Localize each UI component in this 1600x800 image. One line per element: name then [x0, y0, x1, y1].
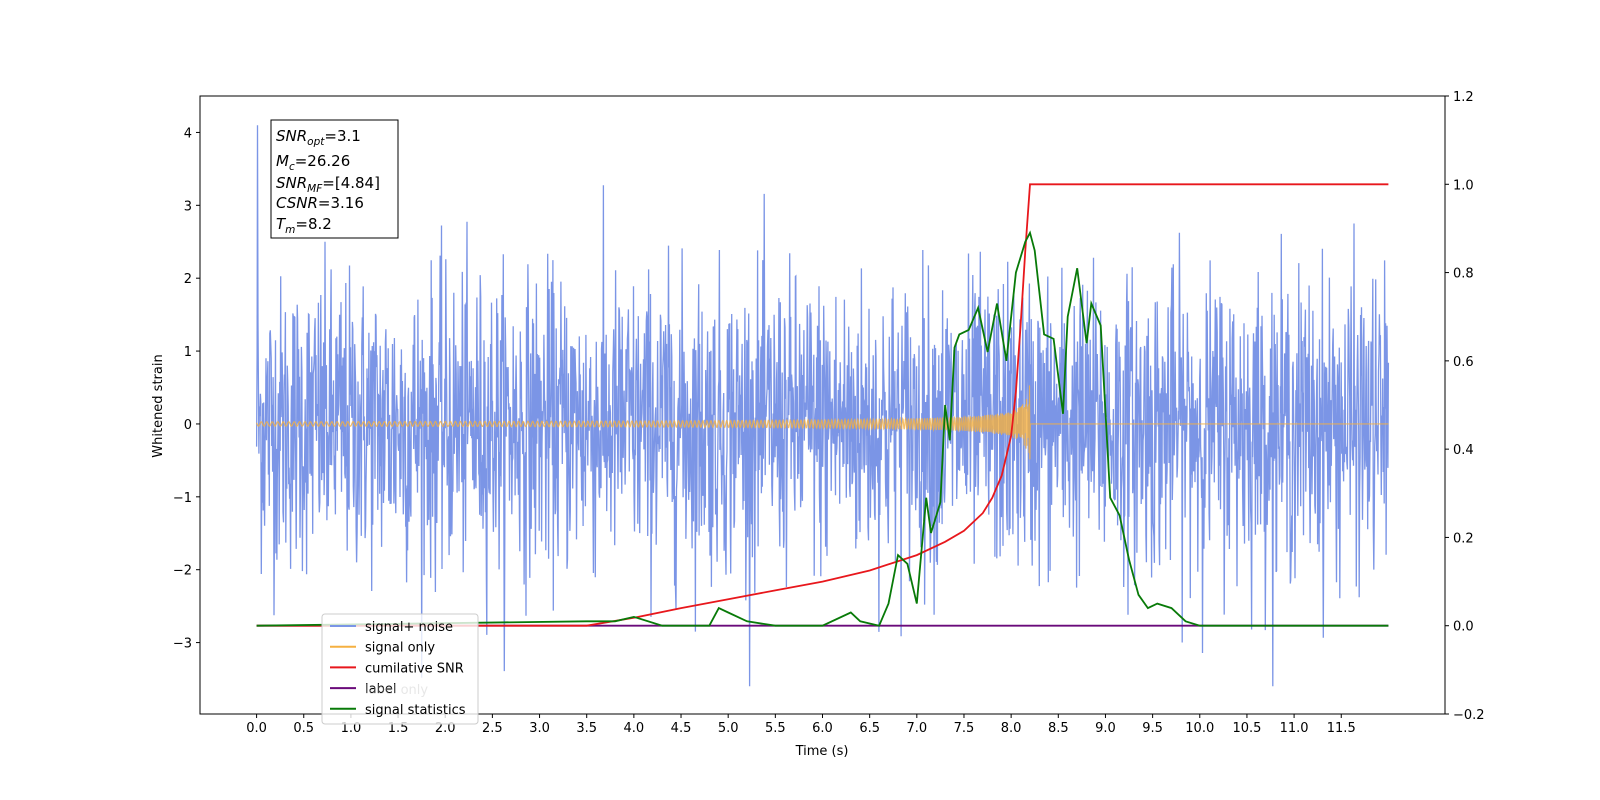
- y2-tick-label: 0.2: [1453, 531, 1474, 546]
- x-tick-label: 4.0: [624, 721, 645, 736]
- y2-tick-label: 0.0: [1453, 620, 1474, 635]
- legend-label: signal statistics: [365, 703, 466, 718]
- y-tick-label: −1: [173, 491, 192, 506]
- x-axis-label: Time (s): [795, 744, 849, 759]
- legend-label: signal+ noise: [365, 620, 453, 635]
- annotation-tm: Tm=8.2: [276, 215, 332, 236]
- annotation-snr-opt: SNRopt=3.1: [276, 127, 361, 148]
- noise-line: [255, 125, 1390, 687]
- x-tick-label: 3.5: [576, 721, 597, 736]
- x-tick-label: 6.0: [812, 721, 833, 736]
- x-tick-label: 5.5: [765, 721, 786, 736]
- y-tick-label: 3: [184, 199, 192, 214]
- x-tick-label: 5.0: [718, 721, 739, 736]
- x-tick-label: 7.5: [954, 721, 975, 736]
- x-tick-label: 2.0: [435, 721, 456, 736]
- legend: signal+ noise signal only cumilative SNR la…: [321, 613, 479, 725]
- annotation-box: SNRopt=3.1 Mc=26.26 SNRMF=[4.84] CSNR=3.…: [270, 119, 399, 239]
- x-tick-label: 11.0: [1280, 721, 1309, 736]
- signal-plus-noise-series: [255, 125, 1390, 687]
- x-tick-label: 8.5: [1048, 721, 1069, 736]
- x-tick-label: 7.0: [906, 721, 927, 736]
- y2-tick-label: 1.2: [1453, 90, 1474, 105]
- x-tick-label: 10.0: [1185, 721, 1214, 736]
- x-tick-label: 6.5: [859, 721, 880, 736]
- x-tick-label: 8.0: [1001, 721, 1022, 736]
- annotation-mc: Mc=26.26: [276, 152, 350, 173]
- x-tick-label: 11.5: [1327, 721, 1356, 736]
- y-axis-right: 1.2 1.0 0.8 0.6 0.4 0.2 0.0 −0.2: [1445, 90, 1485, 723]
- x-tick-label: 3.0: [529, 721, 550, 736]
- cumilative-snr-line: [256, 183, 1389, 627]
- signal-only-series: [256, 385, 1389, 460]
- y-tick-label: 0: [184, 418, 192, 433]
- y2-tick-label: 0.4: [1453, 443, 1474, 458]
- x-tick-label: 9.5: [1142, 721, 1163, 736]
- x-tick-label: 0.5: [293, 721, 314, 736]
- annotation-snr-mf: SNRMF=[4.84]: [276, 174, 380, 195]
- y-tick-label: 1: [184, 345, 192, 360]
- x-axis: 0.0 0.5 1.0 1.5 2.0 2.5 3.0 3.5 4.0 4.5 5.0 5.5 6.0 6…: [246, 714, 1356, 736]
- y-tick-label: 4: [184, 126, 192, 141]
- annotation-csnr: CSNR=3.16: [276, 194, 364, 212]
- y-tick-label: −3: [173, 637, 192, 652]
- x-tick-label: 0.0: [246, 721, 267, 736]
- y-axis-left: 4 3 2 1 0 −1 −2 −3: [173, 126, 200, 652]
- x-tick-label: 1.5: [388, 721, 409, 736]
- legend-label: label: [365, 682, 396, 697]
- y2-tick-label: 1.0: [1453, 178, 1474, 193]
- legend-label: cumilative SNR: [365, 661, 464, 676]
- y2-tick-label: 0.8: [1453, 267, 1474, 282]
- signal-statistics-line: [256, 230, 1389, 627]
- x-tick-label: 2.5: [482, 721, 503, 736]
- x-tick-label: 1.0: [341, 721, 362, 736]
- y2-tick-label: −0.2: [1453, 708, 1485, 723]
- y2-tick-label: 0.6: [1453, 355, 1474, 370]
- y-axis-label: Whitened strain: [151, 354, 166, 457]
- y-tick-label: −2: [173, 564, 192, 579]
- x-tick-label: 9.0: [1095, 721, 1116, 736]
- x-tick-label: 4.5: [671, 721, 692, 736]
- signal-only-line: [256, 385, 1389, 460]
- legend-label: signal only: [365, 641, 435, 656]
- x-tick-label: 10.5: [1232, 721, 1261, 736]
- y-tick-label: 2: [184, 272, 192, 287]
- legend-label: label only: [365, 683, 428, 698]
